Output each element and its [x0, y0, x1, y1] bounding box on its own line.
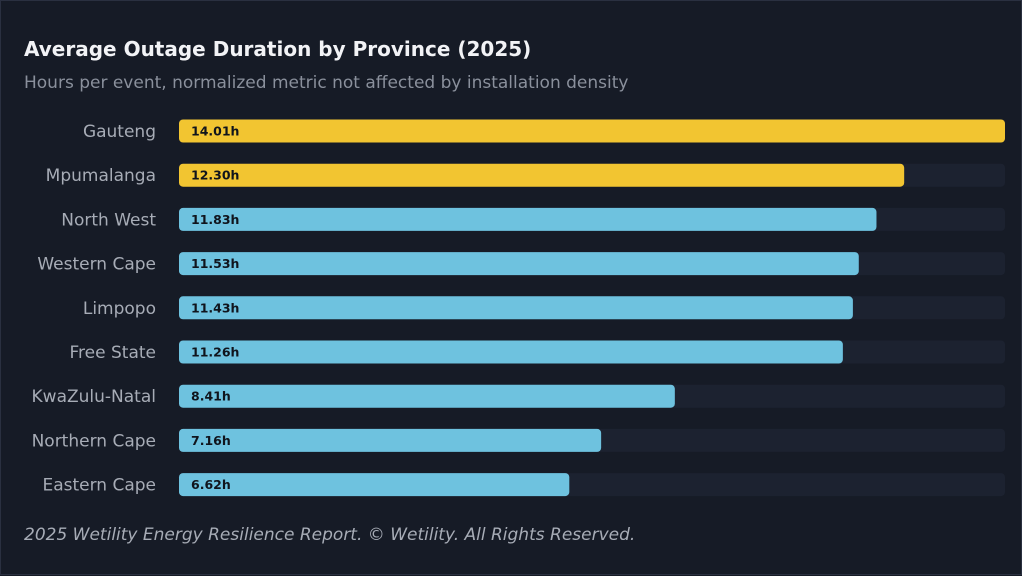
bar	[179, 340, 843, 364]
bar	[179, 473, 570, 497]
chart-title: Average Outage Duration by Province (202…	[24, 37, 532, 61]
bar	[179, 428, 602, 452]
bar-value-label: 11.83h	[191, 212, 239, 227]
bar-value-label: 8.41h	[191, 389, 231, 404]
bar	[179, 207, 877, 231]
category-label: KwaZulu-Natal	[32, 387, 156, 407]
category-label: Eastern Cape	[42, 476, 156, 496]
copyright-footer: 2025 Wetility Energy Resilience Report. …	[24, 525, 636, 545]
chart-subtitle: Hours per event, normalized metric not a…	[24, 73, 629, 93]
bar	[179, 119, 1005, 143]
category-label: Limpopo	[83, 299, 156, 319]
bar-value-label: 11.43h	[191, 300, 239, 315]
bar-value-label: 12.30h	[191, 168, 239, 183]
bar	[179, 163, 905, 187]
bar-value-label: 14.01h	[191, 124, 239, 139]
category-label: Gauteng	[83, 122, 156, 142]
category-label: North West	[61, 210, 156, 230]
bar	[179, 252, 859, 276]
bar-value-label: 11.53h	[191, 256, 239, 271]
bar-value-label: 7.16h	[191, 433, 231, 448]
bar	[179, 296, 853, 320]
category-label: Mpumalanga	[46, 166, 156, 186]
bar	[179, 384, 675, 408]
category-label: Northern Cape	[32, 431, 156, 451]
bar-value-label: 6.62h	[191, 477, 231, 492]
bar-value-label: 11.26h	[191, 345, 239, 360]
category-label: Western Cape	[37, 255, 156, 275]
category-label: Free State	[70, 343, 156, 363]
